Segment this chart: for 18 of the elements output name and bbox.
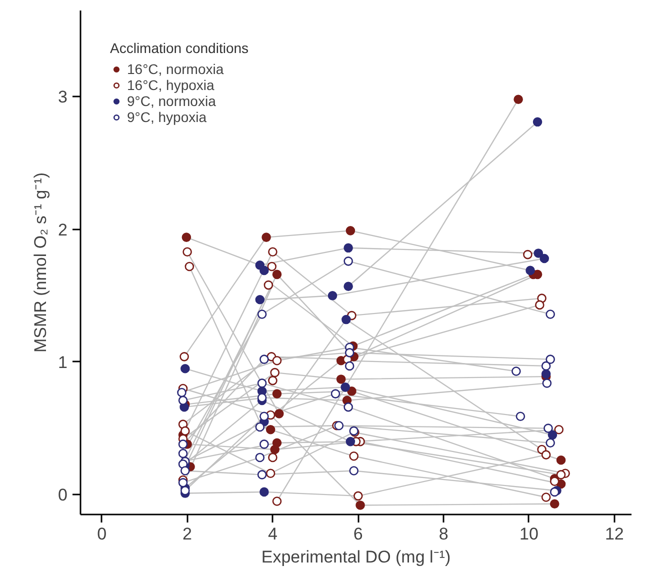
y-axis-title: MSMR (nmol O₂ s⁻¹ g⁻¹) <box>31 172 50 353</box>
x-tick-label: 2 <box>182 524 192 544</box>
y-tick-label: 2 <box>58 220 68 240</box>
x-tick-label: 12 <box>604 524 624 544</box>
legend-label: 9°C, hypoxia <box>127 109 207 125</box>
x-tick-label: 0 <box>97 524 107 544</box>
x-tick-label: 8 <box>438 524 448 544</box>
y-tick-label: 3 <box>58 88 68 107</box>
x-axis-title: Experimental DO (mg l⁻¹) <box>261 548 451 566</box>
y-tick-label: 1 <box>58 352 68 372</box>
legend-title: Acclimation conditions <box>110 40 249 56</box>
x-tick-label: 10 <box>520 524 538 544</box>
legend-label: 16°C, hypoxia <box>127 77 214 93</box>
legend-label: 9°C, normoxia <box>127 93 216 109</box>
x-tick-label: 4 <box>268 524 278 544</box>
x-tick-label: 6 <box>353 524 363 544</box>
legend-label: 16°C, normoxia <box>127 61 224 77</box>
y-tick-label: 0 <box>58 486 68 505</box>
